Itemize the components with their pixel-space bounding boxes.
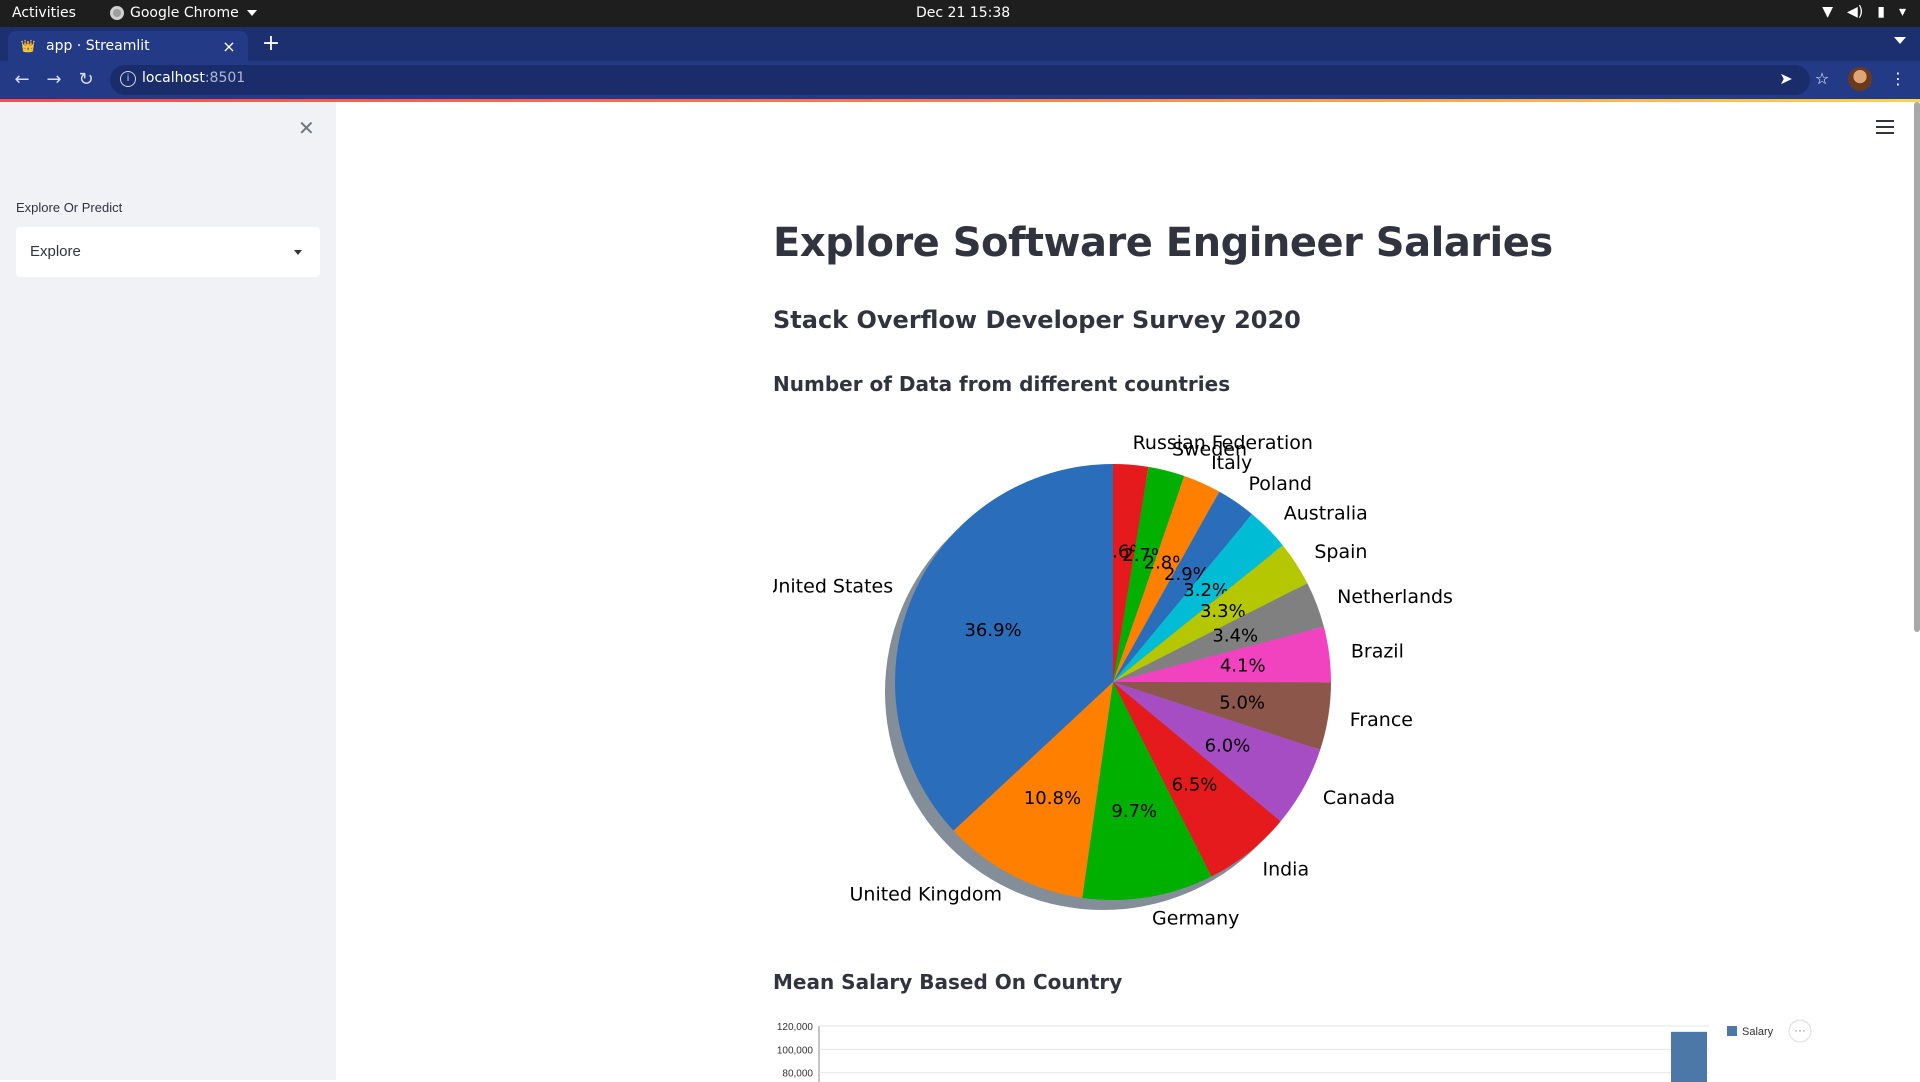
battery-icon: ▮ [1877, 4, 1885, 20]
pie-slice [1113, 583, 1324, 682]
hamburger-menu-icon[interactable] [1876, 120, 1894, 134]
close-sidebar-icon[interactable]: ✕ [298, 116, 315, 140]
volume-icon: ◀) [1847, 4, 1864, 20]
pie-category-label: United Kingdom [850, 884, 1003, 906]
browser-toolbar: ← → ↻ i localhost:8501 ➤ ☆ ⋮ [0, 61, 1920, 99]
select-value: Explore [30, 243, 81, 260]
pie-pct-label: 10.8% [1024, 788, 1081, 809]
pie-slice [895, 464, 1113, 831]
pie-slice [1113, 682, 1331, 750]
pie-slice [1113, 466, 1185, 682]
pie-slice [1082, 682, 1212, 900]
pie-slice [1113, 464, 1149, 682]
tab-close-icon[interactable]: × [222, 36, 236, 56]
chart-actions-button[interactable] [1788, 1019, 1812, 1043]
streamlit-accent-line [0, 99, 1920, 102]
power-menu-icon: ▾ [1898, 4, 1906, 20]
pie-pct-label: 36.9% [964, 620, 1021, 641]
bar-mark [1671, 1031, 1707, 1082]
pie-chart: 2.6%Russian Federation2.7%Sweden2.8%Ital… [773, 432, 1453, 930]
legend-label: Salary [1742, 1026, 1774, 1038]
pie-slice [1113, 476, 1220, 682]
caret-down-icon [246, 10, 257, 16]
bar-y-tick-label: 120,000 [777, 1022, 814, 1033]
pie-slice [1113, 626, 1331, 683]
kebab-menu-icon[interactable]: ⋮ [1890, 69, 1906, 88]
page-title: Explore Software Engineer Salaries [773, 220, 1553, 266]
pie-pct-label: 9.7% [1111, 801, 1157, 822]
sidebar: ✕ Explore Or Predict Explore [0, 102, 336, 1080]
bar-y-tick-label: 80,000 [782, 1069, 813, 1080]
tab-strip: 👑 app · Streamlit × + [0, 27, 1920, 61]
site-info-icon[interactable]: i [120, 71, 136, 87]
pie-pct-label: 5.0% [1219, 693, 1265, 714]
activities-button[interactable]: Activities [12, 5, 76, 21]
pie-category-label: United States [773, 575, 893, 597]
url-port: :8501 [204, 70, 246, 86]
pie-slice [953, 682, 1113, 898]
explore-predict-select[interactable]: Explore [16, 227, 320, 277]
pie-category-label: Russian Federation [1133, 432, 1313, 454]
pie-category-label: Australia [1284, 503, 1368, 525]
pie-category-label: Germany [1152, 908, 1239, 930]
bar-y-tick-label: 100,000 [777, 1045, 814, 1056]
pie-pct-label: 6.5% [1172, 774, 1218, 795]
bookmark-star-icon[interactable]: ☆ [1814, 69, 1830, 88]
pie-category-label: India [1262, 859, 1309, 881]
tab-search-icon[interactable] [1894, 37, 1906, 44]
pie-category-label: Spain [1314, 541, 1367, 563]
pie-slice [1113, 682, 1281, 877]
url-text[interactable]: localhost:8501 [142, 70, 245, 86]
toolbar-actions: ➤ ☆ ⋮ [1776, 67, 1908, 91]
pie-category-label: Italy [1211, 452, 1252, 474]
wifi-icon: ▼ [1822, 4, 1834, 20]
bar-chart: 120,000 100,000 80,000 Salary ··· [777, 1019, 1812, 1082]
pie-category-label: France [1350, 709, 1413, 731]
pie-pct-label: 4.1% [1220, 655, 1266, 676]
profile-avatar[interactable] [1848, 67, 1872, 91]
reload-icon[interactable]: ↻ [78, 69, 94, 90]
app-menu[interactable]: Google Chrome [110, 5, 257, 21]
pie-slice [1113, 491, 1253, 682]
pie-pct-label: 3.4% [1212, 626, 1258, 647]
clock[interactable]: Dec 21 15:38 [916, 5, 1011, 21]
pie-category-label: Brazil [1351, 641, 1404, 663]
legend-swatch [1727, 1026, 1737, 1036]
pie-heading: Number of Data from different countries [773, 372, 1231, 396]
system-top-bar: Activities Google Chrome Dec 21 15:38 ▼ … [0, 0, 1920, 27]
pie-slice [1113, 682, 1321, 822]
streamlit-favicon-icon: 👑 [20, 39, 36, 53]
browser-tab[interactable]: 👑 app · Streamlit × [8, 31, 248, 61]
pie-category-label: Netherlands [1337, 586, 1453, 608]
new-tab-button[interactable]: + [261, 31, 281, 56]
chrome-icon [110, 6, 124, 20]
system-tray[interactable]: ▼ ◀) ▮ ▾ [1822, 4, 1906, 20]
back-icon[interactable]: ← [14, 69, 30, 90]
chevron-down-icon [294, 250, 302, 255]
pie-pct-label: 3.3% [1200, 601, 1246, 622]
app-menu-label: Google Chrome [130, 5, 239, 21]
pie-category-label: Canada [1323, 787, 1395, 809]
pie-category-label: Poland [1249, 473, 1312, 495]
address-bar[interactable]: i localhost:8501 [110, 65, 1810, 95]
forward-icon[interactable]: → [46, 69, 62, 90]
main-content: Explore Software Engineer Salaries Stack… [336, 102, 1920, 1082]
pie-slice [1113, 514, 1283, 682]
tab-title: app · Streamlit [46, 38, 150, 54]
scrollbar[interactable] [1914, 102, 1920, 632]
bar-heading: Mean Salary Based On Country [773, 970, 1123, 994]
more-icon: ··· [1794, 1023, 1806, 1037]
page-subtitle: Stack Overflow Developer Survey 2020 [773, 306, 1301, 334]
pie-slice [1113, 545, 1308, 682]
pie-pct-label: 6.0% [1205, 735, 1251, 756]
send-icon[interactable]: ➤ [1779, 69, 1793, 88]
url-host: localhost [142, 70, 205, 86]
pie-category-label: Sweden [1172, 439, 1247, 461]
select-label: Explore Or Predict [16, 200, 123, 215]
pie-pct-label: 3.2% [1183, 580, 1229, 601]
